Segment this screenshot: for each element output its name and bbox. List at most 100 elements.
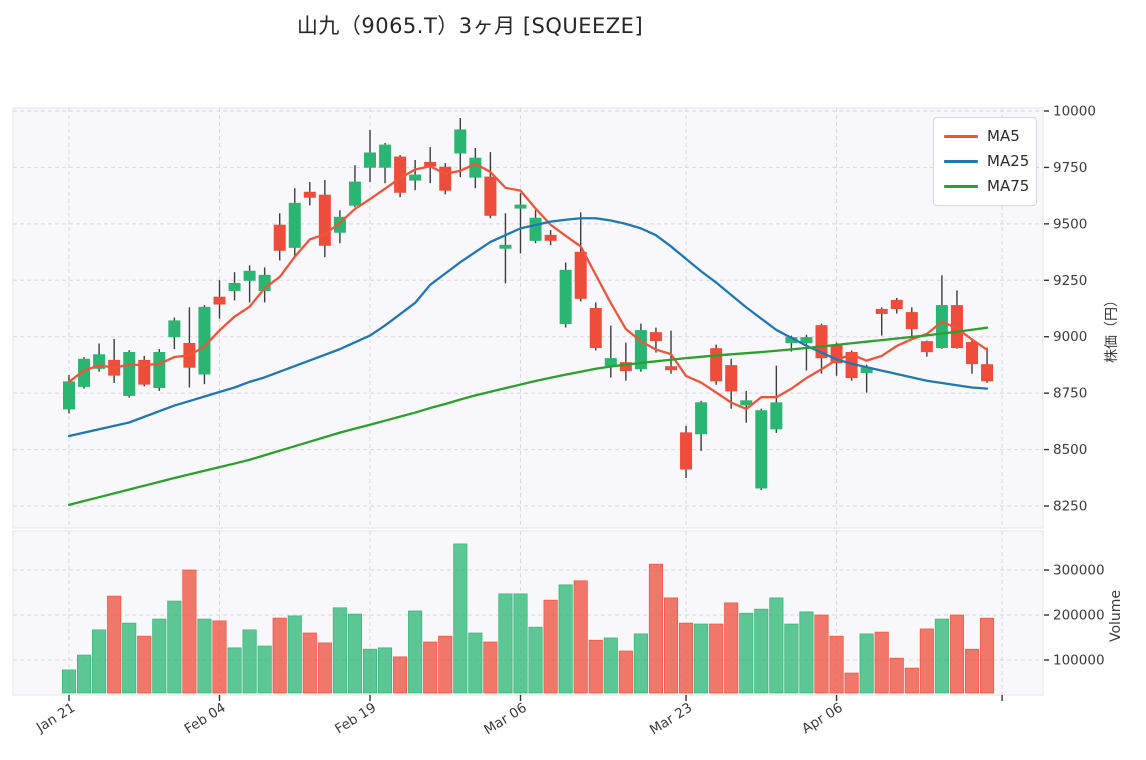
volume-bar <box>934 618 949 694</box>
volume-bar <box>769 597 784 694</box>
candle-up <box>514 204 527 209</box>
candle-down <box>725 365 738 392</box>
candle-up <box>93 354 106 369</box>
volume-bar <box>92 629 107 694</box>
volume-bar <box>242 629 257 694</box>
candle-up <box>123 352 136 396</box>
candle-up <box>604 358 617 367</box>
volume-bar <box>197 618 212 694</box>
legend: MA5 MA25 MA75 <box>933 117 1037 206</box>
volume-bar <box>648 563 663 694</box>
candle-up <box>168 320 181 338</box>
candle-up <box>634 330 647 370</box>
candle-up <box>935 305 948 349</box>
legend-item-ma75[interactable]: MA75 <box>934 174 1036 199</box>
volume-bar <box>558 584 573 694</box>
candle-down <box>665 366 677 371</box>
candle-up <box>348 181 361 206</box>
volume-bar <box>739 612 754 694</box>
volume-bar <box>844 672 859 694</box>
price-tick-label: 10000 <box>1053 104 1096 120</box>
volume-bar <box>468 632 483 694</box>
volume-bar <box>573 580 588 694</box>
price-tick-label: 8500 <box>1053 442 1087 458</box>
candle-up <box>243 270 256 281</box>
volume-bar <box>122 622 137 694</box>
volume-bar <box>362 648 378 694</box>
volume-bar <box>483 641 498 694</box>
candle-down <box>303 191 316 198</box>
candle-down <box>619 362 632 372</box>
volume-bar <box>317 642 332 694</box>
candle-down <box>213 296 226 305</box>
candle-up <box>364 152 376 168</box>
candle-up <box>770 402 783 430</box>
volume-bar <box>859 633 874 694</box>
candle-up <box>755 410 768 489</box>
candle-down <box>680 432 693 470</box>
volume-tick-label: 100000 <box>1053 653 1105 669</box>
volume-bar <box>694 623 709 694</box>
candle-up <box>228 282 241 291</box>
candle-down <box>484 176 497 216</box>
candle-down <box>589 308 602 349</box>
volume-bar <box>618 650 633 694</box>
volume-bar <box>919 628 934 694</box>
legend-label-ma25: MA25 <box>987 152 1030 170</box>
volume-bar <box>152 618 167 694</box>
volume-bar <box>799 611 814 694</box>
candle-down <box>920 341 933 353</box>
volume-bar <box>107 595 122 694</box>
volume-bar <box>754 608 769 694</box>
x-tick-label: Mar 23 <box>647 700 695 738</box>
legend-label-ma75: MA75 <box>987 177 1030 195</box>
candle-up <box>153 352 166 388</box>
ma75-line <box>67 326 989 507</box>
candle-up <box>288 202 301 248</box>
candle-down <box>574 251 587 299</box>
candle-down <box>544 234 557 241</box>
candle-down <box>318 194 331 246</box>
ma5-line <box>67 162 989 411</box>
volume-bar <box>287 615 302 694</box>
x-tick-label: Feb 19 <box>332 700 379 738</box>
candle-down <box>138 359 151 385</box>
ma25-line-swatch-icon <box>944 160 978 163</box>
volume-bar <box>829 635 844 694</box>
volume-bar <box>438 635 453 694</box>
legend-item-ma5[interactable]: MA5 <box>934 124 1036 149</box>
legend-item-ma25[interactable]: MA25 <box>934 149 1036 174</box>
candle-up <box>78 358 91 387</box>
volume-bar <box>498 593 513 694</box>
candle-up <box>379 144 392 168</box>
volume-bar <box>167 600 182 694</box>
candle-up <box>63 381 75 410</box>
volume-bar <box>904 667 919 694</box>
candle-down <box>966 342 978 365</box>
volume-bar <box>408 610 423 694</box>
candle-down <box>815 325 828 359</box>
price-tick-label: 8750 <box>1053 386 1087 402</box>
price-panel[interactable] <box>12 107 1044 529</box>
volume-bar <box>378 647 393 694</box>
volume-bar <box>663 597 679 694</box>
candle-up <box>409 174 422 181</box>
candle-up <box>695 402 708 435</box>
price-tick-label: 9250 <box>1053 273 1087 289</box>
candle-up <box>333 216 346 233</box>
x-tick-label: Mar 06 <box>481 700 529 738</box>
volume-bar <box>513 593 528 694</box>
x-tick-label: Feb 04 <box>182 700 229 738</box>
volume-bar <box>227 647 242 694</box>
volume-bar <box>528 626 543 694</box>
volume-axis-title: Volume <box>1108 590 1124 642</box>
volume-bar <box>678 622 694 694</box>
candle-down <box>710 348 723 382</box>
candle-down <box>649 332 662 342</box>
candle-down <box>905 312 918 330</box>
volume-bar <box>874 631 889 694</box>
candle-up <box>529 217 542 241</box>
price-axis-title: 株価（円） <box>1104 293 1120 363</box>
